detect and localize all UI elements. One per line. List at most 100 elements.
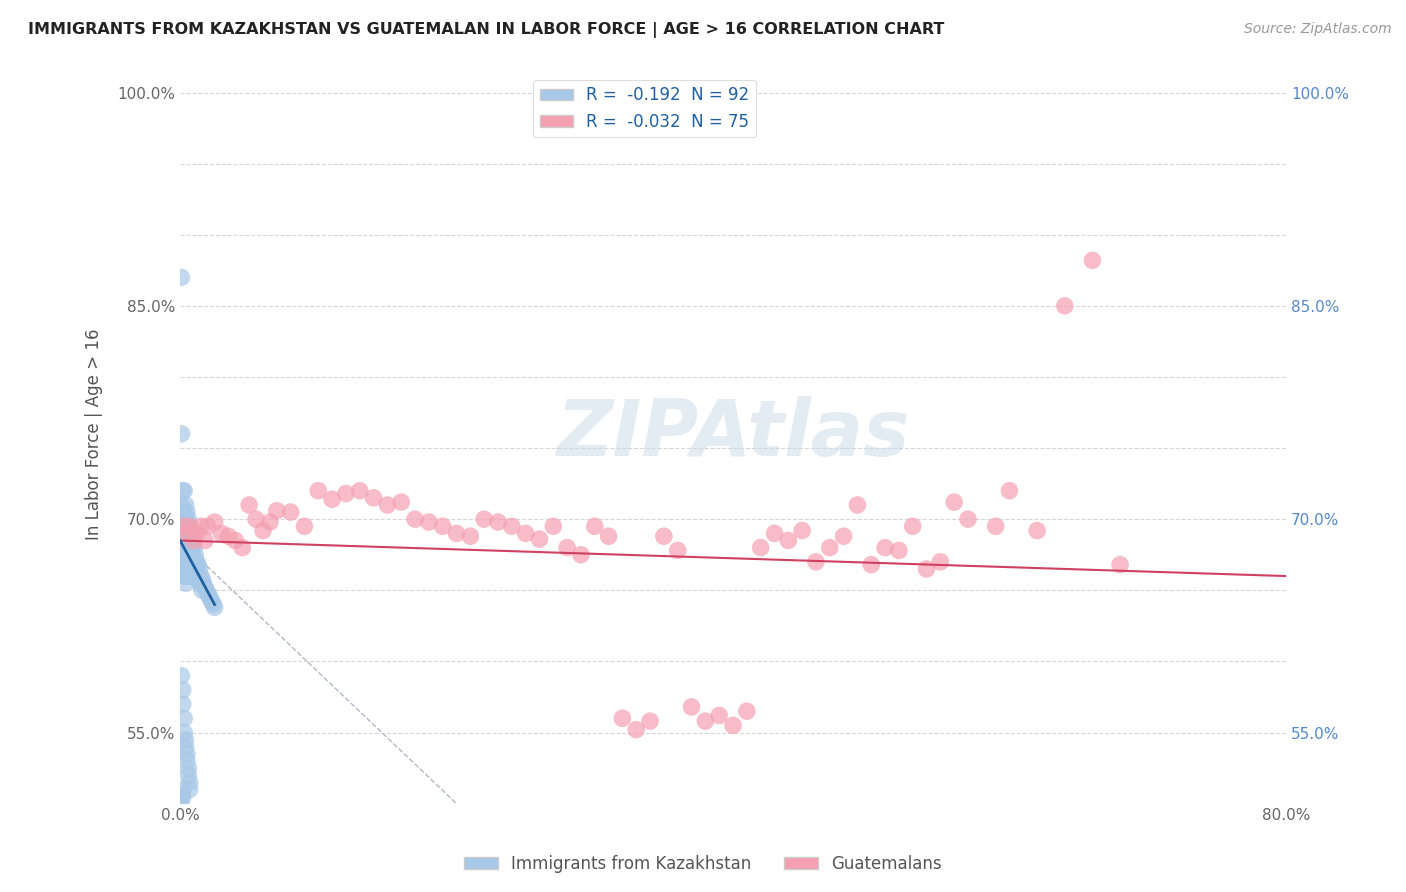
- Point: [176, 548, 198, 562]
- Point: [180, 526, 202, 541]
- Point: [170, 789, 193, 804]
- Point: [626, 723, 648, 737]
- Point: [846, 498, 869, 512]
- Point: [818, 541, 841, 555]
- Point: [294, 519, 316, 533]
- Point: [174, 498, 197, 512]
- Point: [190, 519, 212, 533]
- Point: [181, 533, 204, 548]
- Point: [176, 562, 198, 576]
- Point: [280, 505, 302, 519]
- Point: [176, 526, 198, 541]
- Point: [170, 541, 193, 555]
- Point: [555, 541, 578, 555]
- Point: [638, 714, 661, 728]
- Point: [177, 526, 200, 541]
- Point: [174, 732, 197, 747]
- Point: [569, 548, 592, 562]
- Text: IMMIGRANTS FROM KAZAKHSTAN VS GUATEMALAN IN LABOR FORCE | AGE > 16 CORRELATION C: IMMIGRANTS FROM KAZAKHSTAN VS GUATEMALAN…: [28, 22, 945, 38]
- Text: Source: ZipAtlas.com: Source: ZipAtlas.com: [1244, 22, 1392, 37]
- Point: [170, 797, 193, 811]
- Point: [176, 754, 198, 768]
- Point: [943, 495, 966, 509]
- Point: [179, 519, 201, 533]
- Point: [984, 519, 1007, 533]
- Point: [181, 562, 204, 576]
- Point: [190, 576, 212, 591]
- Point: [197, 586, 219, 600]
- Point: [176, 519, 198, 533]
- Point: [179, 775, 201, 789]
- Point: [181, 548, 204, 562]
- Point: [170, 519, 193, 533]
- Point: [179, 569, 201, 583]
- Point: [389, 495, 412, 509]
- Point: [183, 541, 205, 555]
- Point: [763, 526, 786, 541]
- Point: [170, 668, 193, 682]
- Point: [174, 512, 197, 526]
- Point: [259, 515, 281, 529]
- Point: [172, 682, 194, 697]
- Point: [188, 562, 211, 576]
- Point: [194, 533, 217, 548]
- Point: [173, 548, 195, 562]
- Point: [792, 524, 814, 538]
- Point: [404, 512, 426, 526]
- Point: [887, 543, 910, 558]
- Point: [188, 576, 211, 591]
- Point: [956, 512, 979, 526]
- Point: [187, 572, 209, 586]
- Point: [204, 515, 226, 529]
- Point: [363, 491, 385, 505]
- Point: [179, 562, 201, 576]
- Point: [170, 270, 193, 285]
- Point: [432, 519, 454, 533]
- Point: [200, 591, 222, 606]
- Legend: Immigrants from Kazakhstan, Guatemalans: Immigrants from Kazakhstan, Guatemalans: [457, 848, 949, 880]
- Point: [202, 598, 225, 612]
- Point: [177, 768, 200, 782]
- Y-axis label: In Labor Force | Age > 16: In Labor Force | Age > 16: [86, 328, 103, 540]
- Point: [224, 533, 246, 548]
- Point: [174, 569, 197, 583]
- Point: [190, 569, 212, 583]
- Point: [183, 533, 205, 548]
- Point: [176, 569, 198, 583]
- Point: [172, 548, 194, 562]
- Point: [173, 519, 195, 533]
- Point: [170, 811, 193, 825]
- Point: [201, 595, 224, 609]
- Point: [172, 519, 194, 533]
- Point: [187, 558, 209, 572]
- Point: [183, 555, 205, 569]
- Point: [231, 541, 253, 555]
- Point: [174, 541, 197, 555]
- Point: [173, 569, 195, 583]
- Point: [186, 555, 208, 569]
- Point: [179, 782, 201, 797]
- Point: [173, 562, 195, 576]
- Point: [172, 505, 194, 519]
- Point: [177, 541, 200, 555]
- Point: [177, 569, 200, 583]
- Point: [915, 562, 938, 576]
- Point: [377, 498, 399, 512]
- Point: [186, 526, 208, 541]
- Point: [170, 818, 193, 832]
- Point: [180, 555, 202, 569]
- Point: [170, 426, 193, 441]
- Point: [179, 519, 201, 533]
- Point: [176, 505, 198, 519]
- Point: [612, 711, 634, 725]
- Point: [1081, 253, 1104, 268]
- Point: [598, 529, 620, 543]
- Point: [211, 526, 233, 541]
- Point: [778, 533, 800, 548]
- Point: [349, 483, 371, 498]
- Point: [252, 524, 274, 538]
- Point: [804, 555, 827, 569]
- Point: [204, 600, 226, 615]
- Point: [832, 529, 855, 543]
- Point: [172, 789, 194, 804]
